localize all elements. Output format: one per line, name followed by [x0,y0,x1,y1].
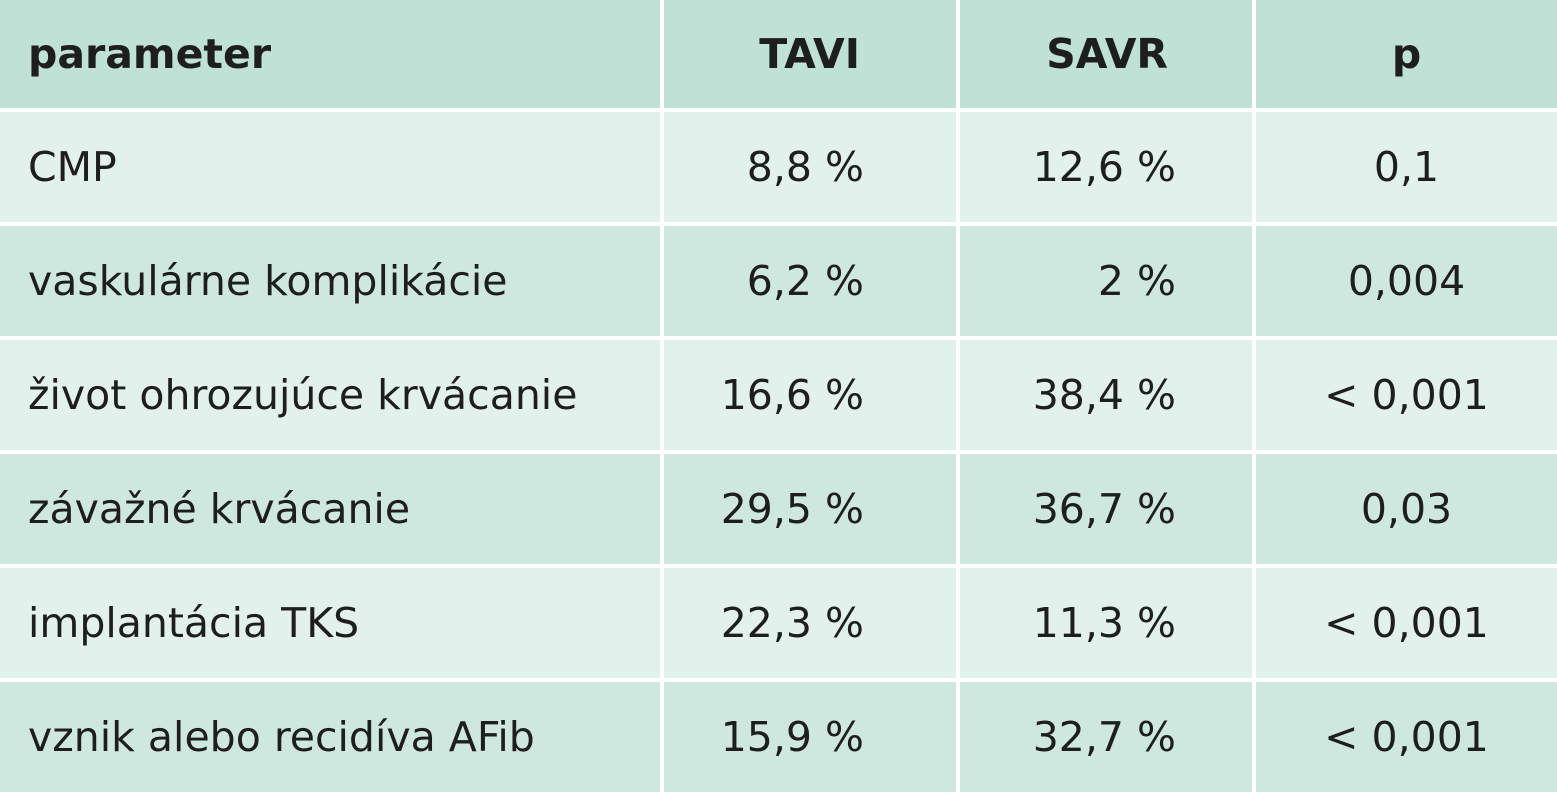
header-tavi: TAVI [660,0,956,112]
table-row: vznik alebo recidíva AFib 15,9 % 32,7 % … [0,682,1557,796]
cell-p-value: 0,03 [1252,454,1557,568]
cell-tavi: 8,8 % [660,112,956,226]
cell-parameter: závažné krvácanie [0,454,660,568]
cell-tavi: 15,9 % [660,682,956,796]
table-header-row: parameter TAVI SAVR p [0,0,1557,112]
cell-savr: 11,3 % [956,568,1252,682]
cell-parameter: život ohrozujúce krvácanie [0,340,660,454]
table-row: implantácia TKS 22,3 % 11,3 % < 0,001 [0,568,1557,682]
cell-tavi: 22,3 % [660,568,956,682]
cell-tavi: 6,2 % [660,226,956,340]
cell-parameter: implantácia TKS [0,568,660,682]
cell-p-value: 0,1 [1252,112,1557,226]
table-row: život ohrozujúce krvácanie 16,6 % 38,4 %… [0,340,1557,454]
cell-parameter: vaskulárne komplikácie [0,226,660,340]
cell-savr: 32,7 % [956,682,1252,796]
header-parameter: parameter [0,0,660,112]
cell-savr: 36,7 % [956,454,1252,568]
cell-savr: 38,4 % [956,340,1252,454]
header-savr: SAVR [956,0,1252,112]
cell-tavi: 29,5 % [660,454,956,568]
table-row: CMP 8,8 % 12,6 % 0,1 [0,112,1557,226]
table-row: vaskulárne komplikácie 6,2 % 2 % 0,004 [0,226,1557,340]
cell-tavi: 16,6 % [660,340,956,454]
cell-savr: 12,6 % [956,112,1252,226]
cell-p-value: < 0,001 [1252,682,1557,796]
cell-parameter: vznik alebo recidíva AFib [0,682,660,796]
header-p-value: p [1252,0,1557,112]
cell-parameter: CMP [0,112,660,226]
cell-p-value: < 0,001 [1252,568,1557,682]
cell-savr: 2 % [956,226,1252,340]
table-row: závažné krvácanie 29,5 % 36,7 % 0,03 [0,454,1557,568]
cell-p-value: 0,004 [1252,226,1557,340]
cell-p-value: < 0,001 [1252,340,1557,454]
